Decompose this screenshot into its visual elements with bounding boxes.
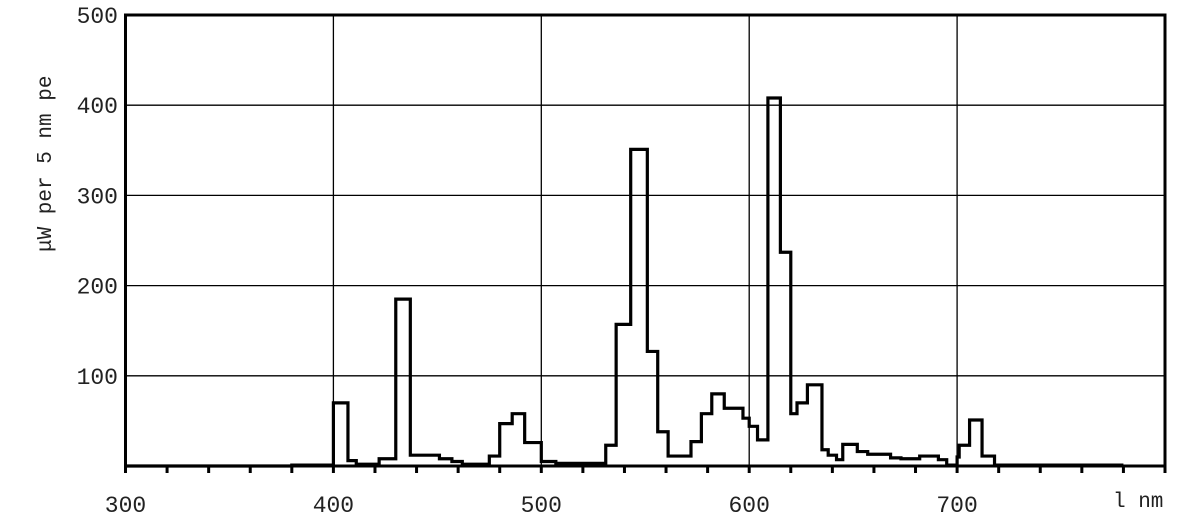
series [125, 96, 1124, 468]
spectral-bin [758, 440, 768, 466]
x-tick-label: 600 [728, 493, 769, 519]
y-axis-label: μW per 5 nm pe [35, 76, 58, 252]
y-tick-label: 300 [77, 184, 118, 210]
y-tick-label: 200 [77, 275, 118, 301]
spectral-bin [807, 385, 822, 466]
spectral-bin [525, 443, 542, 466]
spectral-bin [724, 408, 743, 466]
spectral-bin [712, 394, 724, 466]
spectral-bin [868, 454, 891, 466]
spectral-bin [970, 420, 982, 466]
grid [125, 15, 1165, 466]
x-tick-label: 500 [521, 493, 562, 519]
spectral-bin [500, 424, 512, 466]
tick-labels: 300 400 500 600 700 100 200 300 400 500 [77, 4, 978, 519]
spectral-bin [791, 414, 797, 466]
x-axis-label: l nm [1113, 491, 1163, 514]
spectral-bin [396, 299, 411, 466]
axes [124, 13, 1167, 473]
spectrum-line [125, 96, 1124, 468]
spectral-bin [631, 149, 648, 466]
spectral-bin [410, 455, 439, 466]
spectral-bin [512, 414, 524, 466]
y-tick-label: 400 [77, 94, 118, 120]
spectral-bin [768, 98, 780, 466]
x-tick-label: 300 [105, 493, 146, 519]
spectral-bin [333, 403, 348, 466]
x-tick-label: 700 [936, 493, 977, 519]
spectral-bin [843, 444, 858, 466]
plot-frame [124, 13, 1167, 468]
spectral-bin [616, 324, 631, 466]
x-tick-label: 400 [313, 493, 354, 519]
y-tick-label: 500 [77, 4, 118, 30]
y-tick-label: 100 [77, 365, 118, 391]
